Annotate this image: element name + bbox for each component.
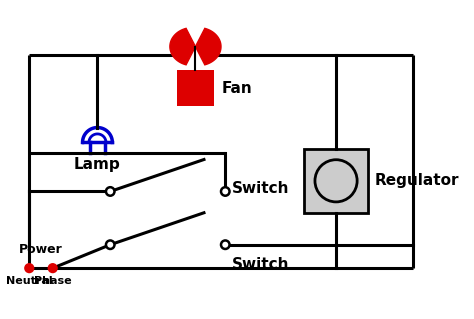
Circle shape: [106, 187, 115, 196]
Text: Regulator: Regulator: [374, 173, 459, 188]
Text: Switch: Switch: [232, 181, 289, 196]
Circle shape: [315, 160, 357, 202]
Text: Phase: Phase: [34, 276, 72, 286]
Text: Neutral: Neutral: [6, 276, 53, 286]
Text: Fan: Fan: [222, 81, 253, 96]
Text: Power: Power: [19, 243, 63, 256]
Text: Lamp: Lamp: [74, 157, 121, 172]
Circle shape: [24, 263, 35, 273]
Circle shape: [106, 241, 115, 249]
Polygon shape: [170, 28, 195, 65]
Bar: [304, 149, 368, 213]
Circle shape: [221, 187, 229, 196]
Polygon shape: [195, 28, 221, 65]
Circle shape: [221, 241, 229, 249]
Circle shape: [47, 263, 58, 273]
Bar: [177, 70, 214, 106]
Text: Switch: Switch: [232, 257, 289, 272]
